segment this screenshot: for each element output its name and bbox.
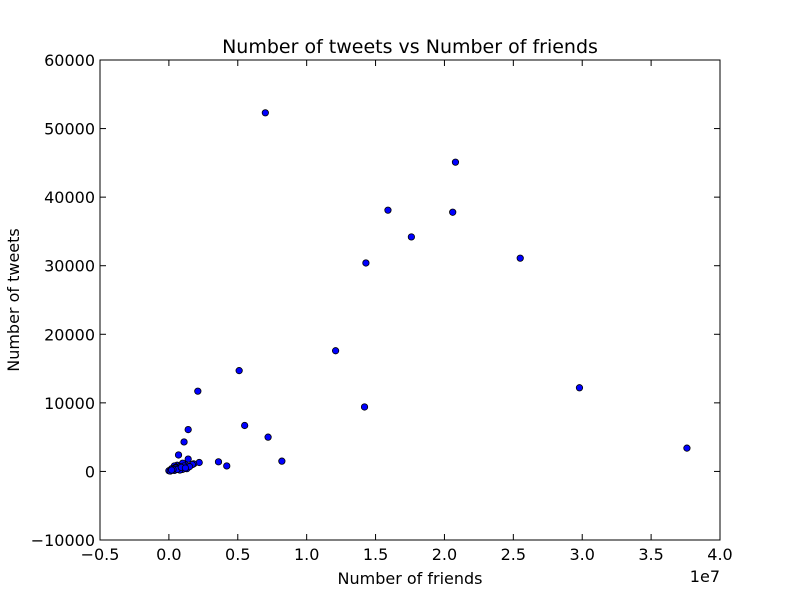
data-point: [174, 451, 183, 459]
y-axis-label: Number of tweets: [4, 228, 23, 372]
x-tick-label: 0.0: [156, 545, 181, 564]
data-point: [194, 387, 202, 395]
x-axis-label: Number of friends: [338, 569, 483, 588]
data-point: [235, 367, 243, 375]
y-tick-label: 10000: [44, 394, 95, 413]
y-tick-label: 60000: [44, 51, 95, 70]
data-points: [165, 109, 691, 475]
y-tick-label: 20000: [44, 325, 95, 344]
y-tick-label: 30000: [44, 257, 95, 276]
x-tick-label: 1.0: [294, 545, 319, 564]
data-point: [214, 458, 223, 466]
x-tick-label: 4.0: [707, 545, 732, 564]
data-point: [451, 158, 460, 166]
x-tick-label: −0.5: [81, 545, 120, 564]
data-point: [362, 259, 370, 267]
data-point: [331, 347, 340, 355]
data-point: [184, 425, 192, 434]
data-point: [384, 206, 392, 214]
y-tick-label: 0: [85, 462, 95, 481]
x-tick-label: 2.0: [432, 545, 457, 564]
x-tick-label: 2.5: [501, 545, 526, 564]
data-point: [264, 433, 272, 441]
y-tick-label: 40000: [44, 188, 95, 207]
data-point: [241, 421, 249, 430]
chart-title: Number of tweets vs Number of friends: [222, 36, 598, 58]
x-offset-label: 1e7: [690, 567, 720, 586]
data-point: [516, 254, 524, 262]
data-point: [575, 384, 584, 392]
y-tick-label: −10000: [31, 531, 95, 550]
data-point: [168, 466, 176, 474]
data-point: [360, 403, 369, 411]
x-axis-ticks: −0.5 0.0 0.5 1.0 1.5 2.0 2.5 3.0 3.5 4.0: [81, 60, 733, 564]
data-point: [407, 233, 415, 241]
axes-frame: [99, 59, 721, 541]
data-point: [181, 464, 190, 472]
x-tick-label: 1.5: [363, 545, 388, 564]
data-point: [180, 438, 188, 446]
x-tick-label: 3.5: [638, 545, 663, 564]
y-tick-label: 50000: [44, 120, 95, 139]
data-point: [261, 109, 269, 117]
y-axis-ticks: −10000 0 10000 20000 30000 40000 50000 60000: [31, 51, 720, 550]
x-tick-label: 0.5: [225, 545, 250, 564]
data-point: [683, 444, 691, 452]
data-point: [278, 457, 286, 465]
x-tick-label: 3.0: [569, 545, 594, 564]
data-point: [223, 462, 231, 470]
data-point: [449, 208, 457, 216]
